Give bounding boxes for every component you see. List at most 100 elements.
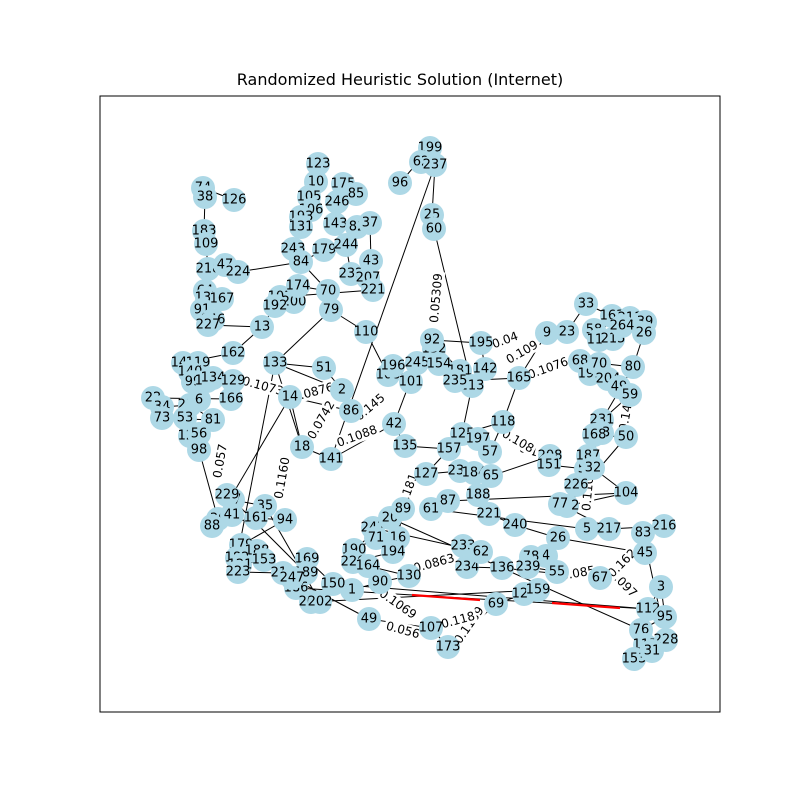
graph-node: 153 [252, 548, 277, 572]
graph-node: 65 [479, 464, 503, 488]
node-circle [597, 517, 621, 541]
node-label: 95 [657, 610, 674, 625]
graph-node: 134 [201, 366, 225, 390]
graph-node: 167 [210, 287, 234, 311]
graph-node: 192 [263, 294, 287, 318]
node-label: 154 [427, 357, 452, 372]
node-circle [150, 406, 174, 430]
node-circle [479, 464, 503, 488]
node-circle [545, 560, 569, 584]
graph-node: 235 [443, 369, 467, 393]
graph-node: 133 [263, 351, 288, 375]
node-circle [507, 366, 531, 390]
graph-node: 234 [455, 555, 479, 579]
node-label: 33 [578, 297, 595, 312]
graph-node: 77 [548, 492, 572, 516]
node-label: 142 [473, 362, 498, 377]
node-circle [526, 578, 550, 602]
node-label: 65 [483, 469, 500, 484]
graph-node: 216 [652, 514, 676, 538]
graph-edge [274, 309, 332, 364]
node-label: 133 [263, 356, 288, 371]
highlighted-edge [411, 593, 481, 602]
node-circle [477, 502, 501, 526]
graph-node: 129 [221, 369, 245, 393]
node-label: 227 [196, 318, 221, 333]
node-circle [469, 540, 493, 564]
edge-weight-label: 0.05309 [427, 273, 445, 324]
graph-node: 59 [618, 383, 642, 407]
node-circle [319, 298, 343, 322]
graph-node: 239 [516, 555, 540, 579]
node-circle [344, 182, 368, 206]
node-circle [222, 188, 246, 212]
graph-node: 174 [286, 274, 311, 298]
graph-node: 98 [187, 438, 211, 462]
graph-node: 71 [364, 526, 388, 550]
node-circle [420, 328, 444, 352]
node-label: 45 [637, 546, 654, 561]
node-circle [316, 279, 340, 303]
graph-node: 101 [399, 370, 423, 394]
graph-node: 240 [503, 513, 527, 537]
node-label: 131 [289, 220, 314, 235]
node-label: 153 [252, 553, 277, 568]
node-circle [633, 541, 657, 565]
node-label: 84 [293, 255, 310, 270]
node-label: 196 [381, 359, 406, 374]
node-label: 127 [414, 467, 439, 482]
edge-weight-label: 0.0742 [304, 398, 337, 441]
node-circle [484, 592, 508, 616]
node-circle [187, 388, 211, 412]
node-label: 60 [426, 222, 443, 237]
node-circle [368, 570, 392, 594]
graph-node: 23 [555, 320, 579, 344]
node-label: 38 [197, 190, 214, 205]
graph-node: 159 [526, 578, 550, 602]
node-label: 32 [585, 461, 602, 476]
node-label: 6 [195, 393, 203, 408]
node-circle [339, 399, 363, 423]
graph-edge [236, 362, 276, 559]
node-circle [610, 314, 634, 338]
graph-node: 92 [420, 328, 444, 352]
graph-node: 264 [610, 314, 634, 338]
node-circle [319, 447, 343, 471]
graph-node: 237 [423, 153, 447, 177]
node-label: 126 [222, 193, 247, 208]
edge-weight-label: 0.1076 [526, 354, 570, 382]
node-label: 162 [221, 346, 246, 361]
node-label: 43 [363, 254, 380, 269]
graph-node: 32 [581, 456, 605, 480]
graph-node: 73 [150, 406, 174, 430]
edge-weight-label: 0.1160 [271, 456, 292, 500]
graph-node: 1 [340, 578, 364, 602]
node-circle [330, 378, 354, 402]
node-label: 221 [361, 283, 386, 298]
node-circle [200, 514, 224, 538]
graph-node: 50 [614, 425, 638, 449]
node-circle [455, 555, 479, 579]
node-label: 104 [614, 486, 639, 501]
node-circle [473, 357, 497, 381]
node-circle [419, 497, 443, 521]
node-label: 51 [316, 361, 333, 376]
graph-node: 224 [226, 260, 250, 284]
graph-node: 217 [597, 517, 621, 541]
graph-node: 109 [194, 232, 218, 256]
node-circle [226, 560, 250, 584]
node-circle [289, 215, 313, 239]
node-circle [391, 497, 415, 521]
node-label: 118 [491, 415, 516, 430]
node-label: 247 [280, 571, 305, 586]
node-label: 77 [552, 497, 569, 512]
node-circle [640, 639, 664, 663]
graph-node: 3 [649, 575, 673, 599]
node-label: 69 [488, 597, 505, 612]
graph-node: 194 [381, 540, 405, 564]
node-label: 88 [204, 519, 221, 534]
node-circle [478, 440, 502, 464]
graph-node: 195 [469, 331, 493, 355]
node-label: 174 [286, 279, 311, 294]
